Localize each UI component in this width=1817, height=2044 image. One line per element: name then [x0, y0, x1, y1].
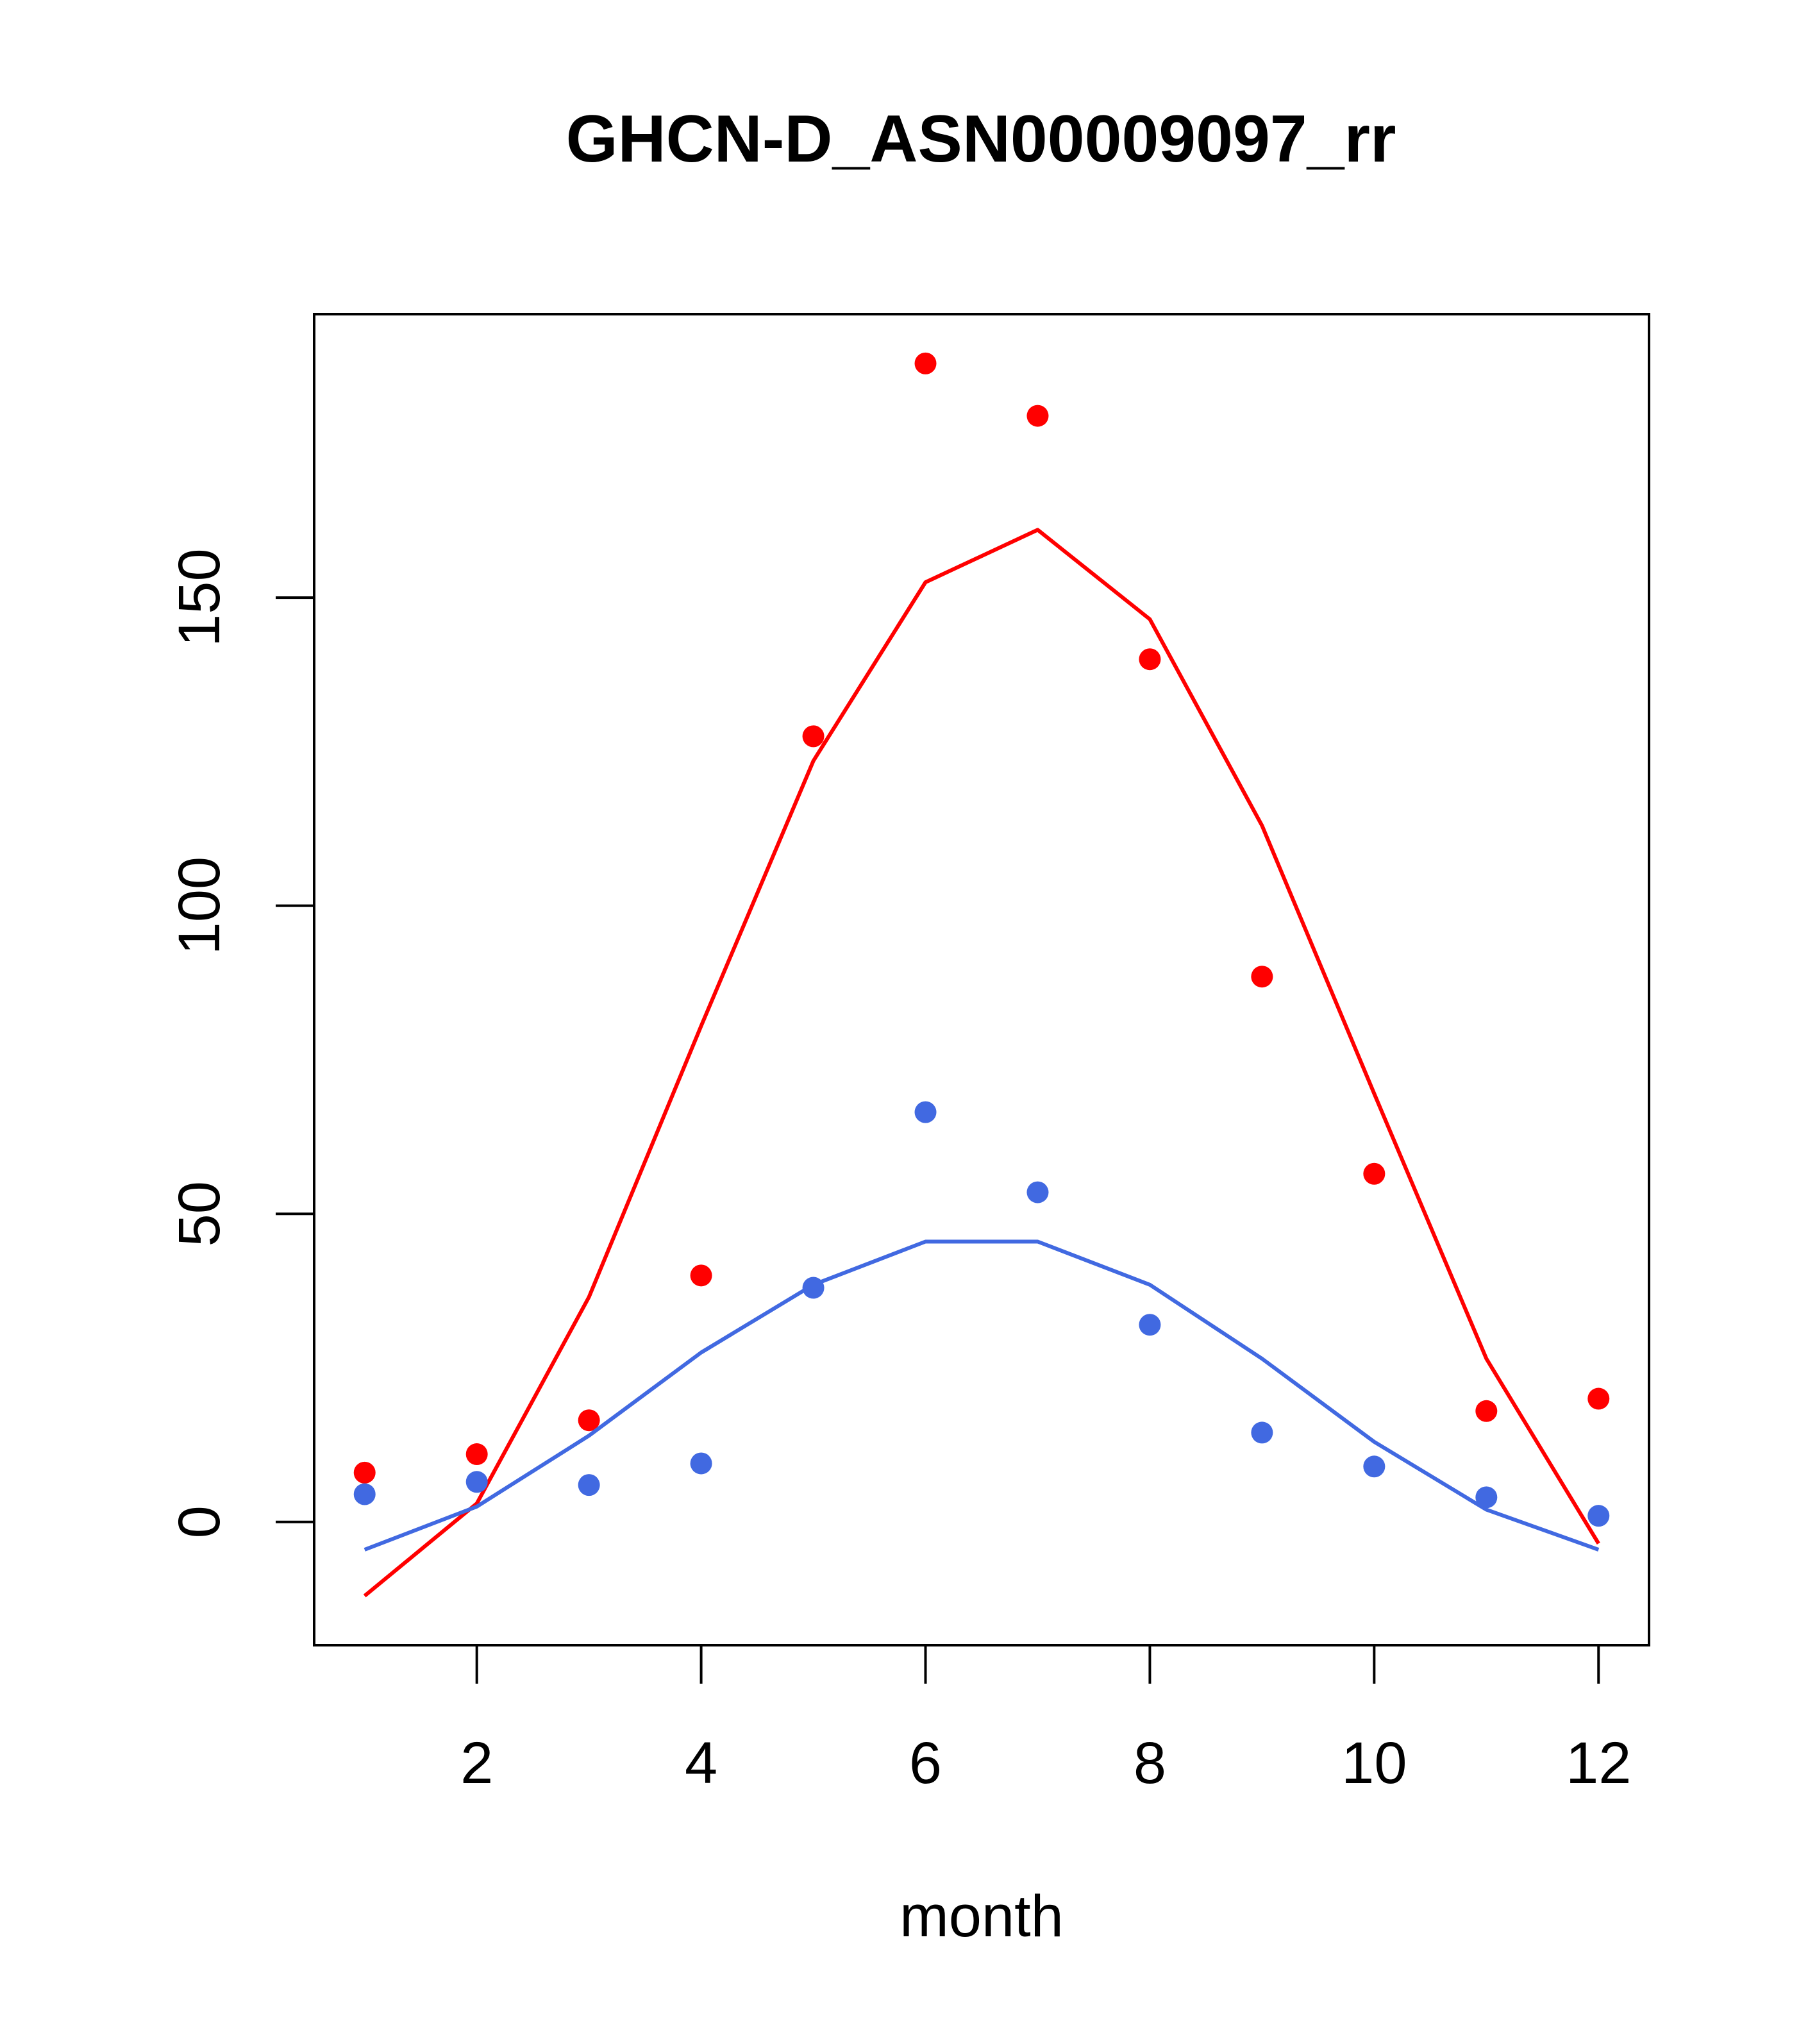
chart-title: GHCN-D_ASN00009097_rr	[566, 102, 1396, 176]
series-2-point	[914, 1101, 937, 1123]
y-axis: 0 50 100 150	[167, 548, 314, 1538]
series-2-point	[1139, 1314, 1161, 1336]
series-2-point	[465, 1471, 488, 1493]
plot-area	[353, 352, 1610, 1598]
series-1-point	[1251, 966, 1273, 988]
series-2-point	[1363, 1455, 1386, 1478]
x-axis-label: month	[900, 1884, 1064, 1949]
series-2-point	[690, 1452, 712, 1475]
series-2-point	[1026, 1181, 1049, 1203]
series-1-point	[578, 1409, 600, 1432]
series-2-point	[578, 1474, 600, 1496]
x-tick-label: 2	[460, 1730, 493, 1796]
series-2-point	[1587, 1505, 1610, 1527]
y-tick-label: 150	[167, 548, 232, 647]
series-1-point	[1363, 1162, 1386, 1185]
series-1-point	[465, 1443, 488, 1466]
series-1-fit-line	[363, 528, 1600, 1598]
series-2-point	[1251, 1421, 1273, 1444]
x-tick-label: 8	[1134, 1730, 1166, 1796]
series-2-point	[1475, 1486, 1498, 1509]
y-tick-label: 50	[167, 1181, 232, 1246]
series-1-point	[1475, 1400, 1498, 1422]
x-tick-label: 6	[909, 1730, 942, 1796]
series-1-point	[1026, 405, 1049, 427]
x-axis: 2 4 6 8 10 12	[460, 1645, 1631, 1796]
series-1-point	[690, 1264, 712, 1287]
y-tick-label: 100	[167, 857, 232, 955]
series-1-point	[1587, 1387, 1610, 1410]
series-2-point	[353, 1483, 376, 1505]
series-2-point	[802, 1277, 825, 1299]
x-tick-label: 12	[1566, 1730, 1631, 1796]
series-1-point	[914, 352, 937, 374]
x-tick-label: 10	[1341, 1730, 1407, 1796]
plot-frame	[313, 313, 1650, 1646]
series-1-point	[353, 1461, 376, 1484]
x-tick-label: 4	[685, 1730, 717, 1796]
series-1-point	[802, 725, 825, 748]
series-1-point	[1139, 648, 1161, 671]
series-2-fit-line	[364, 1239, 1600, 1552]
y-tick-label: 0	[167, 1505, 232, 1538]
